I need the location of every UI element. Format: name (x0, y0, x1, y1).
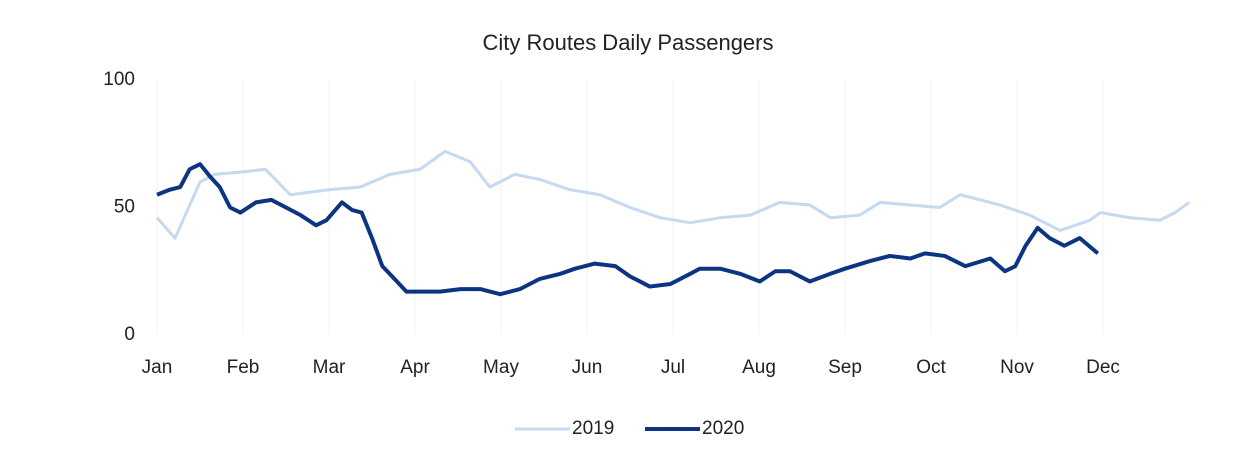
x-tick-label: Oct (916, 357, 946, 378)
x-tick-label: Jun (572, 357, 603, 378)
line-series (155, 149, 1190, 240)
x-tick-label: Dec (1086, 357, 1120, 378)
line-series (156, 162, 1100, 297)
chart-title: City Routes Daily Passengers (482, 30, 773, 55)
legend-label: 2019 (572, 418, 614, 439)
y-tick-label: 0 (124, 324, 135, 345)
x-tick-label: Aug (742, 357, 776, 378)
x-tick-label: May (483, 357, 519, 378)
x-tick-label: Jul (661, 357, 685, 378)
x-tick-label: Apr (400, 357, 430, 378)
x-tick-label: Nov (1000, 357, 1034, 378)
x-tick-label: Jan (142, 357, 173, 378)
x-tick-label: Mar (313, 357, 346, 378)
legend-label: 2020 (702, 418, 744, 439)
x-tick-label: Sep (828, 357, 862, 378)
x-tick-label: Feb (227, 357, 260, 378)
y-tick-label: 50 (114, 197, 135, 218)
y-tick-label: 100 (103, 69, 135, 90)
